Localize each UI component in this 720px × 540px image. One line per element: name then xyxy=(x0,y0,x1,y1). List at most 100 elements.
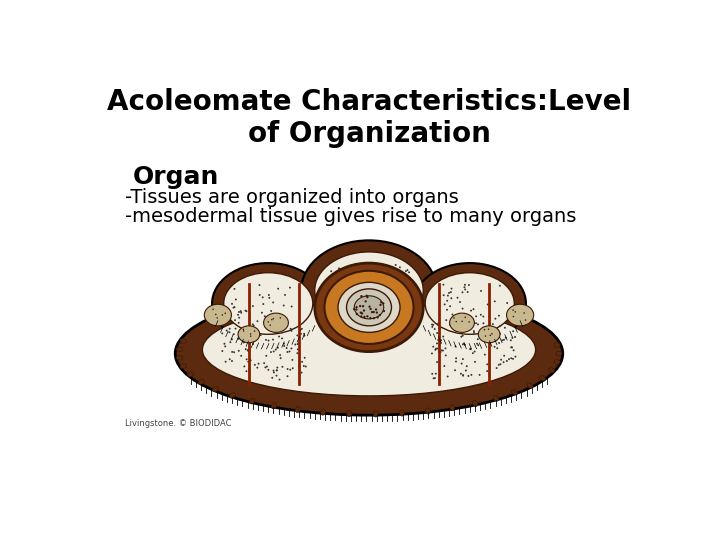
Ellipse shape xyxy=(468,328,469,330)
Ellipse shape xyxy=(510,357,512,359)
Ellipse shape xyxy=(363,316,366,318)
Ellipse shape xyxy=(247,349,248,351)
Ellipse shape xyxy=(454,317,455,319)
Ellipse shape xyxy=(487,336,490,338)
Ellipse shape xyxy=(513,309,514,311)
Ellipse shape xyxy=(364,300,366,302)
Ellipse shape xyxy=(511,337,513,339)
Ellipse shape xyxy=(373,411,378,417)
Ellipse shape xyxy=(400,292,402,294)
Ellipse shape xyxy=(462,308,464,309)
Ellipse shape xyxy=(355,283,357,285)
Ellipse shape xyxy=(464,286,465,288)
Ellipse shape xyxy=(496,347,498,349)
Ellipse shape xyxy=(492,323,494,325)
Ellipse shape xyxy=(490,334,492,335)
Ellipse shape xyxy=(459,326,461,328)
Ellipse shape xyxy=(495,367,498,369)
Ellipse shape xyxy=(494,346,495,348)
Ellipse shape xyxy=(495,318,496,320)
Ellipse shape xyxy=(187,372,194,376)
Ellipse shape xyxy=(410,285,413,287)
Ellipse shape xyxy=(301,372,302,374)
Ellipse shape xyxy=(465,369,467,372)
Ellipse shape xyxy=(443,294,445,296)
Ellipse shape xyxy=(463,342,465,345)
Ellipse shape xyxy=(215,314,217,315)
Ellipse shape xyxy=(440,339,442,341)
Ellipse shape xyxy=(450,291,452,293)
Ellipse shape xyxy=(482,315,485,318)
Ellipse shape xyxy=(451,314,454,315)
Ellipse shape xyxy=(275,349,276,350)
Ellipse shape xyxy=(369,317,372,319)
Ellipse shape xyxy=(283,343,285,345)
Ellipse shape xyxy=(442,349,444,352)
Ellipse shape xyxy=(273,350,275,353)
Ellipse shape xyxy=(180,339,186,343)
Ellipse shape xyxy=(397,288,399,291)
Ellipse shape xyxy=(385,300,387,302)
Ellipse shape xyxy=(492,333,495,335)
Ellipse shape xyxy=(493,396,499,401)
Ellipse shape xyxy=(445,319,447,321)
Ellipse shape xyxy=(231,303,233,305)
Ellipse shape xyxy=(337,309,339,311)
Ellipse shape xyxy=(247,361,249,363)
Ellipse shape xyxy=(256,320,258,322)
Ellipse shape xyxy=(457,328,459,330)
Ellipse shape xyxy=(474,361,476,363)
Ellipse shape xyxy=(440,342,442,344)
Ellipse shape xyxy=(484,329,485,330)
Ellipse shape xyxy=(554,360,560,365)
Ellipse shape xyxy=(228,332,230,333)
Ellipse shape xyxy=(292,367,294,369)
Ellipse shape xyxy=(320,409,325,415)
Ellipse shape xyxy=(456,297,459,299)
Ellipse shape xyxy=(469,321,470,323)
Ellipse shape xyxy=(378,291,379,293)
Ellipse shape xyxy=(512,390,517,395)
Ellipse shape xyxy=(460,373,462,375)
Ellipse shape xyxy=(300,329,302,331)
Ellipse shape xyxy=(253,330,256,332)
Ellipse shape xyxy=(271,403,276,409)
Ellipse shape xyxy=(290,330,292,332)
Ellipse shape xyxy=(464,288,466,291)
Ellipse shape xyxy=(338,267,340,269)
Ellipse shape xyxy=(290,347,292,349)
Ellipse shape xyxy=(375,268,377,271)
Ellipse shape xyxy=(248,336,251,339)
Ellipse shape xyxy=(390,281,392,284)
Ellipse shape xyxy=(297,352,298,354)
Ellipse shape xyxy=(358,273,359,275)
Text: Acoleomate Characteristics:Level
of Organization: Acoleomate Characteristics:Level of Orga… xyxy=(107,88,631,149)
Ellipse shape xyxy=(229,314,231,316)
Ellipse shape xyxy=(490,335,491,336)
Ellipse shape xyxy=(267,369,269,371)
Ellipse shape xyxy=(444,365,445,367)
Ellipse shape xyxy=(238,350,240,352)
Ellipse shape xyxy=(271,326,274,328)
Ellipse shape xyxy=(243,366,246,367)
Ellipse shape xyxy=(279,317,281,319)
Ellipse shape xyxy=(507,304,534,326)
Ellipse shape xyxy=(330,271,332,272)
Ellipse shape xyxy=(470,309,472,312)
Ellipse shape xyxy=(289,287,291,288)
Ellipse shape xyxy=(176,355,183,360)
Ellipse shape xyxy=(361,312,363,315)
Ellipse shape xyxy=(233,333,235,335)
Ellipse shape xyxy=(241,338,243,340)
Ellipse shape xyxy=(221,333,223,334)
Ellipse shape xyxy=(360,312,362,314)
Ellipse shape xyxy=(274,319,276,320)
Ellipse shape xyxy=(303,333,305,335)
Text: Organ: Organ xyxy=(132,165,219,189)
Ellipse shape xyxy=(370,274,372,276)
Ellipse shape xyxy=(399,266,401,268)
Ellipse shape xyxy=(294,343,297,346)
Ellipse shape xyxy=(354,296,384,319)
Ellipse shape xyxy=(262,303,264,305)
Ellipse shape xyxy=(554,343,560,347)
